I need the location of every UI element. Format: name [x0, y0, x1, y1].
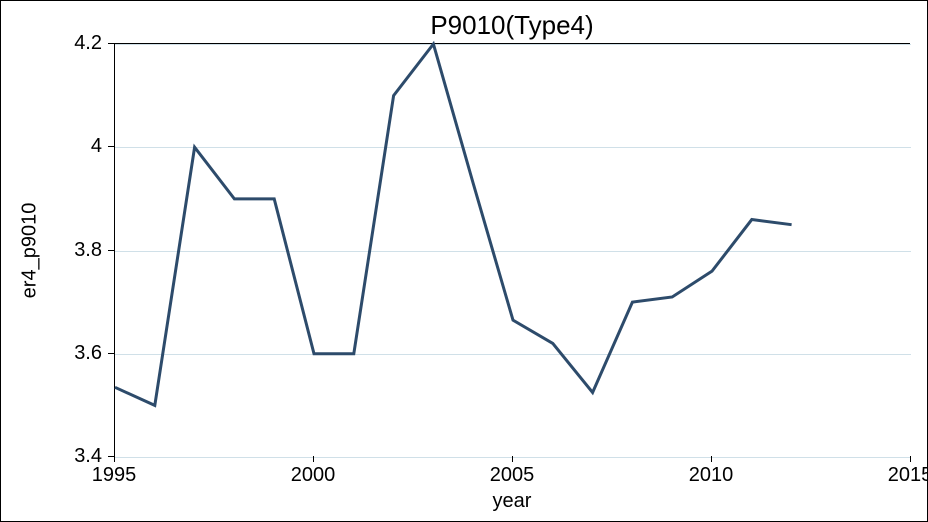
x-tick-label: 2005	[472, 464, 552, 487]
y-tick-label: 3.8	[74, 239, 102, 262]
y-axis-label: er4_p9010	[19, 201, 42, 301]
x-tick-label: 1995	[74, 464, 154, 487]
y-tick-mark	[108, 250, 114, 251]
x-tick-mark	[313, 456, 314, 462]
y-tick-label: 4.2	[74, 32, 102, 55]
data-series-line	[115, 44, 792, 405]
x-tick-label: 2000	[273, 464, 353, 487]
gridline-y	[115, 457, 911, 458]
y-tick-label: 3.6	[74, 342, 102, 365]
x-tick-mark	[114, 456, 115, 462]
x-tick-label: 2010	[671, 464, 751, 487]
x-axis-label: year	[462, 490, 562, 513]
plot-frame	[114, 43, 910, 456]
y-tick-label: 4	[91, 135, 102, 158]
y-tick-mark	[108, 353, 114, 354]
line-chart-svg	[115, 44, 911, 457]
chart-container: P9010(Type4) er4_p9010 year 3.43.63.844.…	[0, 0, 928, 522]
chart-title: P9010(Type4)	[114, 10, 910, 41]
x-tick-label: 2015	[870, 464, 928, 487]
y-tick-mark	[108, 146, 114, 147]
y-tick-mark	[108, 43, 114, 44]
x-tick-mark	[711, 456, 712, 462]
x-tick-mark	[910, 456, 911, 462]
x-tick-mark	[512, 456, 513, 462]
plot-area	[115, 44, 911, 457]
